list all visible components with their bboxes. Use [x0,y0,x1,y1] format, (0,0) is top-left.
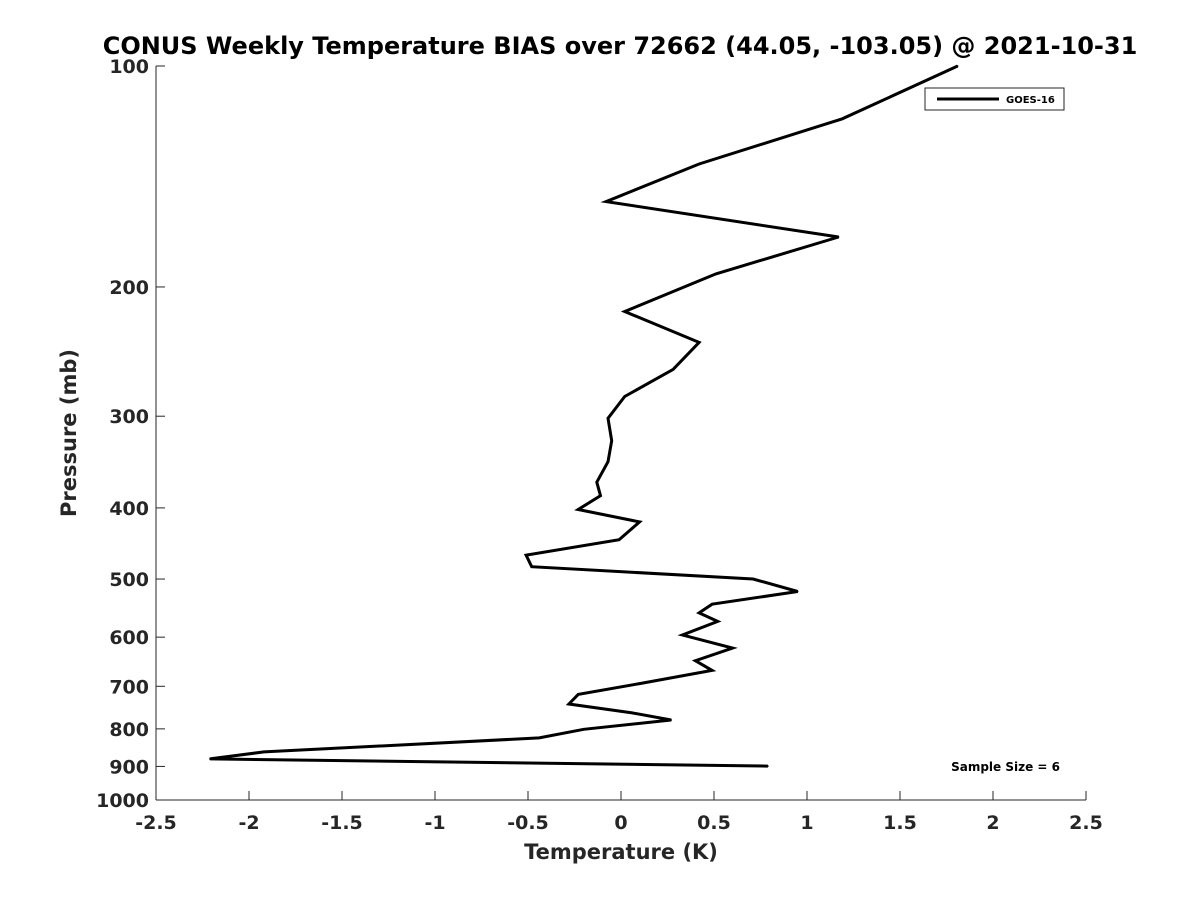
x-tick-label: -1.5 [321,812,363,834]
x-tick-label: 1 [800,812,813,834]
x-tick-label: -1 [424,812,445,834]
data-point [605,200,607,203]
data-point [796,590,799,593]
series-line-goes-16 [209,64,959,768]
y-tick-label: 600 [109,627,149,649]
y-tick-label: 1000 [96,790,149,812]
data-point [711,669,713,672]
data-point [841,118,844,120]
data-point [623,310,626,313]
y-tick-label: 300 [109,406,149,428]
data-point [618,538,620,541]
data-point [752,578,754,580]
sample-size-annotation: Sample Size = 6 [951,760,1060,774]
data-point [672,368,674,371]
x-tick-label: -0.5 [507,812,549,834]
data-point [698,163,700,165]
legend: GOES-16 [924,87,1065,111]
data-point [956,65,959,67]
data-point [577,508,579,511]
y-tick-label: 900 [109,756,149,778]
data-point [681,634,684,636]
y-tick-label: 500 [109,569,149,591]
data-point [698,612,700,614]
data-point [731,647,734,649]
chart-title: CONUS Weekly Temperature BIAS over 72662… [103,32,1138,60]
data-point [610,439,613,442]
x-axis-label: Temperature (K) [524,840,718,864]
data-point [638,521,641,523]
data-point [670,719,672,721]
data-point [530,565,533,568]
data-point [607,460,609,463]
data-point [716,620,719,623]
data-point [607,417,609,420]
x-tick-label: 2 [986,812,999,834]
data-point [583,728,585,731]
y-axis-label: Pressure (mb) [57,349,81,517]
data-point [623,395,626,398]
legend-label-goes-16: GOES-16 [1006,95,1055,106]
axes [155,66,1086,801]
y-ticks: 100 200 300 400 500 600 700 800 900 1000 [96,56,165,812]
data-point [596,481,598,484]
y-tick-label: 700 [109,676,149,698]
data-point [263,751,265,753]
data-point [698,341,700,344]
data-point [767,765,769,767]
x-tick-label: -2.5 [135,812,177,834]
data-point [711,603,713,605]
data-point [568,703,570,705]
x-tick-label: 2.5 [1069,812,1103,834]
x-tick-label: 0.5 [697,812,731,834]
x-ticks: -2.5 -2 -1.5 -1 -0.5 0 0.5 1 1.5 2 2.5 [135,791,1103,834]
plot-series [209,64,959,768]
y-tick-label: 200 [109,277,149,299]
y-tick-label: 400 [109,498,149,520]
data-point [577,693,579,696]
data-point [694,659,697,662]
data-point [715,273,717,275]
data-point [538,737,540,739]
y-tick-label: 100 [109,56,149,78]
data-point [599,494,602,497]
data-point [638,682,641,685]
x-tick-label: -2 [238,812,259,834]
data-point [631,712,633,714]
y-tick-label: 800 [109,719,149,741]
x-tick-label: 0 [614,812,627,834]
x-tick-label: 1.5 [883,812,917,834]
data-point [525,554,527,556]
data-point [209,758,211,760]
data-point [837,236,840,238]
